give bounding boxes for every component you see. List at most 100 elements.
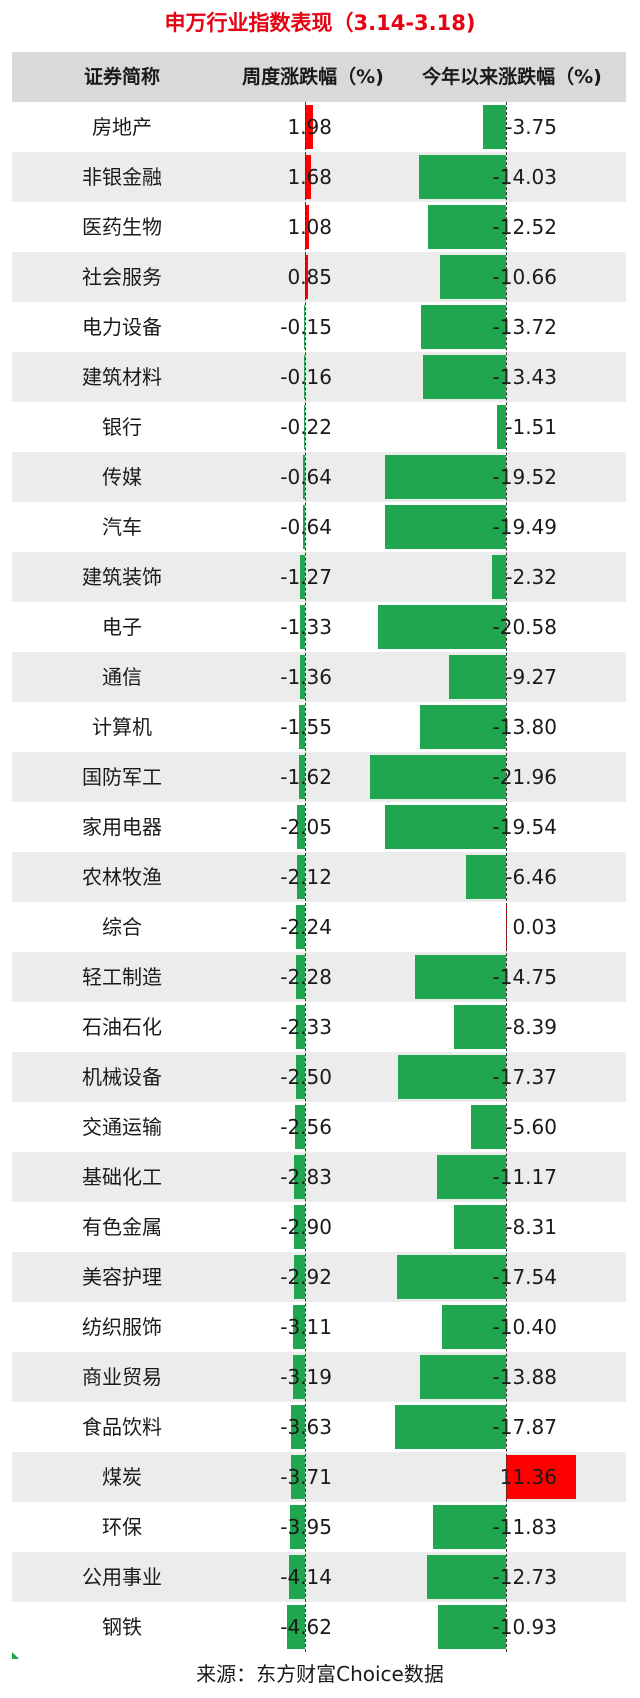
- ytd-change-bar: [432, 1505, 506, 1549]
- ytd-change-label: -5.60: [505, 1115, 557, 1139]
- ytd-change-bar: [427, 1555, 506, 1599]
- industry-name: 汽车: [102, 515, 142, 539]
- industry-name: 通信: [102, 665, 142, 689]
- weekly-change-bar: [295, 1105, 305, 1149]
- ytd-change-label: 0.03: [512, 915, 557, 939]
- table-row: 石油石化 -2.33 -8.39: [12, 1002, 626, 1052]
- ytd-change-bar: [438, 1605, 506, 1649]
- ytd-change-bar: [465, 855, 506, 899]
- table-row: 传媒 -0.64 -19.52: [12, 452, 626, 502]
- table-row: 电力设备 -0.15 -13.72: [12, 302, 626, 352]
- weekly-change-label: 1.98: [287, 115, 332, 139]
- industry-name: 计算机: [92, 715, 152, 739]
- industry-name: 美容护理: [82, 1265, 162, 1289]
- industry-name: 房地产: [92, 115, 152, 139]
- industry-name: 电子: [102, 615, 142, 639]
- weekly-change-bar: [299, 605, 305, 649]
- ytd-change-bar: [428, 205, 506, 249]
- weekly-change-bar: [289, 1555, 305, 1599]
- weekly-change-label: -0.16: [280, 365, 332, 389]
- ytd-change-label: -8.31: [505, 1215, 557, 1239]
- industry-name: 非银金融: [82, 165, 162, 189]
- table-row: 汽车 -0.64 -19.49: [12, 502, 626, 552]
- ytd-change-bar: [420, 305, 506, 349]
- weekly-change-label: -2.90: [280, 1215, 332, 1239]
- ytd-change-label: 11.36: [499, 1465, 557, 1489]
- ytd-change-label: -1.51: [505, 415, 557, 439]
- weekly-change-bar: [304, 405, 305, 449]
- industry-name: 银行: [102, 415, 142, 439]
- table-row: 医药生物 1.08 -12.52: [12, 202, 626, 252]
- ytd-change-bar: [506, 1455, 577, 1499]
- weekly-change-bar: [293, 1255, 305, 1299]
- industry-name: 医药生物: [82, 215, 162, 239]
- weekly-change-label: -3.95: [280, 1515, 332, 1539]
- weekly-change-bar: [296, 905, 305, 949]
- table-row: 美容护理 -2.92 -17.54: [12, 1252, 626, 1302]
- industry-name: 石油石化: [82, 1015, 162, 1039]
- weekly-change-bar: [295, 1055, 305, 1099]
- weekly-change-bar: [305, 205, 310, 249]
- industry-name: 建筑材料: [82, 365, 162, 389]
- weekly-change-bar: [305, 155, 312, 199]
- table-row: 煤炭 -3.71 11.36: [12, 1452, 626, 1502]
- table-row: 房地产 1.98 -3.75: [12, 102, 626, 152]
- ytd-change-bar: [384, 455, 506, 499]
- table-row: 交通运输 -2.56 -5.60: [12, 1102, 626, 1152]
- corner-marker: [12, 1652, 19, 1659]
- ytd-change-label: -3.75: [505, 115, 557, 139]
- table-row: 计算机 -1.55 -13.80: [12, 702, 626, 752]
- table-row: 基础化工 -2.83 -11.17: [12, 1152, 626, 1202]
- ytd-change-label: -2.32: [505, 565, 557, 589]
- ytd-change-bar: [471, 1105, 506, 1149]
- table-row: 纺织服饰 -3.11 -10.40: [12, 1302, 626, 1352]
- ytd-change-bar: [491, 555, 506, 599]
- weekly-change-label: 1.68: [287, 165, 332, 189]
- weekly-change-label: -1.55: [280, 715, 332, 739]
- ytd-change-label: -13.72: [492, 315, 557, 339]
- ytd-change-label: -12.52: [492, 215, 557, 239]
- ytd-change-bar: [439, 255, 506, 299]
- weekly-change-bar: [298, 755, 305, 799]
- weekly-change-bar: [305, 255, 309, 299]
- weekly-change-bar: [296, 1005, 305, 1049]
- header-ytd-change: 今年以来涨跌幅（%): [422, 66, 602, 88]
- ytd-change-bar: [397, 1255, 506, 1299]
- ytd-change-label: -10.40: [492, 1315, 557, 1339]
- ytd-change-bar: [441, 1305, 506, 1349]
- table-row: 通信 -1.36 -9.27: [12, 652, 626, 702]
- weekly-change-label: -3.11: [280, 1315, 332, 1339]
- ytd-change-bar: [419, 1355, 506, 1399]
- table-body: 房地产 1.98 -3.75 非银金融 1.68 -14.03 医药生物 1.08 -12.52…: [12, 102, 626, 1652]
- weekly-change-label: -1.62: [280, 765, 332, 789]
- weekly-change-label: 0.85: [287, 265, 332, 289]
- ytd-change-label: -19.54: [492, 815, 557, 839]
- ytd-change-bar: [419, 155, 506, 199]
- weekly-change-bar: [294, 1155, 305, 1199]
- industry-name: 家用电器: [82, 815, 162, 839]
- industry-name: 商业贸易: [82, 1365, 162, 1389]
- table-row: 轻工制造 -2.28 -14.75: [12, 952, 626, 1002]
- weekly-change-label: -0.22: [280, 415, 332, 439]
- ytd-change-label: -14.03: [492, 165, 557, 189]
- ytd-change-label: -9.27: [505, 665, 557, 689]
- weekly-change-bar: [302, 505, 305, 549]
- industry-name: 社会服务: [82, 265, 162, 289]
- industry-name: 综合: [102, 915, 142, 939]
- table-row: 银行 -0.22 -1.51: [12, 402, 626, 452]
- weekly-change-label: -1.33: [280, 615, 332, 639]
- weekly-change-bar: [287, 1605, 305, 1649]
- weekly-change-bar: [304, 305, 305, 349]
- ytd-change-bar: [384, 805, 506, 849]
- table-row: 环保 -3.95 -11.83: [12, 1502, 626, 1552]
- table-row: 综合 -2.24 0.03: [12, 902, 626, 952]
- weekly-change-bar: [290, 1455, 305, 1499]
- weekly-change-label: -1.36: [280, 665, 332, 689]
- weekly-change-label: -0.64: [280, 515, 332, 539]
- ytd-change-label: -17.87: [492, 1415, 557, 1439]
- ytd-change-bar: [398, 1055, 506, 1099]
- weekly-change-label: -3.63: [280, 1415, 332, 1439]
- weekly-change-bar: [293, 1305, 305, 1349]
- ytd-change-label: -20.58: [492, 615, 557, 639]
- industry-name: 轻工制造: [82, 965, 162, 989]
